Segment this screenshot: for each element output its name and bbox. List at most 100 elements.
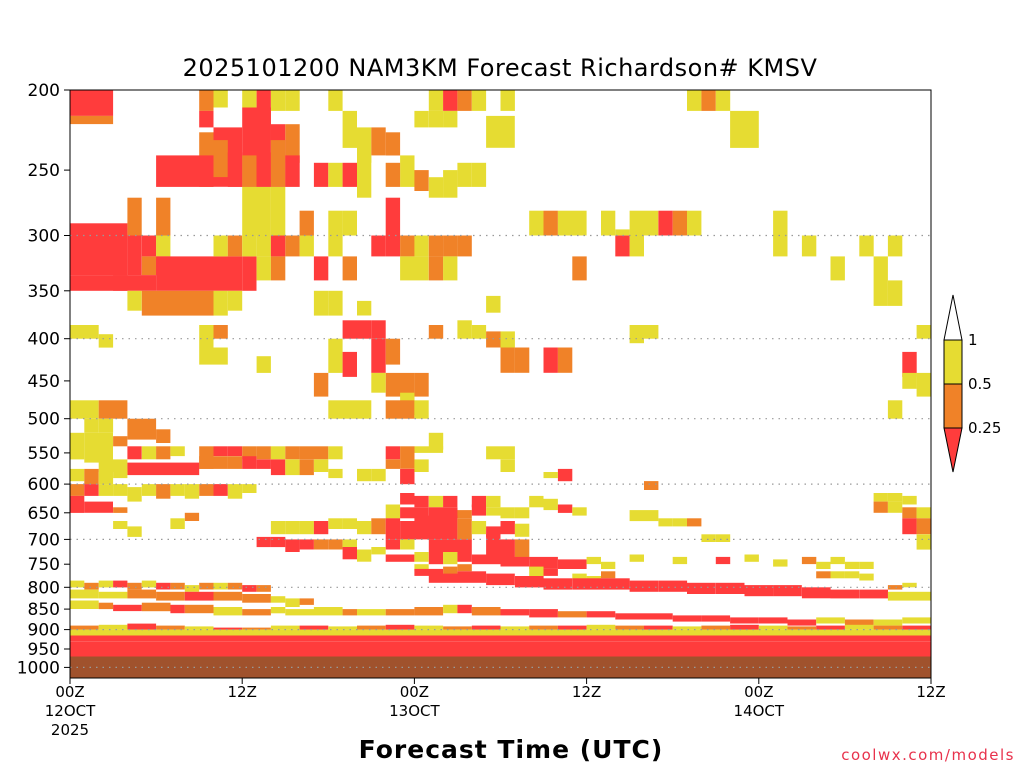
heatmap-cell [98,418,114,433]
heatmap-cell [715,534,731,542]
heatmap-cell [514,539,530,560]
heatmap-cell [773,559,788,567]
heatmap-cell [385,235,401,257]
heatmap-cell [84,432,113,463]
heatmap-cell [156,197,171,236]
heatmap-cell [299,235,314,257]
heatmap-cell [270,596,286,603]
heatmap-cell [715,556,731,565]
heatmap-cell [414,235,429,257]
heatmap-cell [184,585,200,592]
heatmap-cell [443,110,458,128]
heatmap-cell [328,290,343,316]
heatmap-cell [443,495,458,508]
heatmap-cell [644,481,659,490]
heatmap-cell [199,456,228,469]
y-tick-label: 900 [28,621,60,641]
heatmap-cell [414,495,429,508]
heatmap-cell [471,607,501,616]
heatmap-cell [98,459,128,472]
heatmap-cell [887,280,903,306]
heatmap-cell [127,623,157,630]
heatmap-cell [830,556,845,565]
heatmap-cell [615,235,630,257]
heatmap-cell [299,598,314,605]
heatmap-cell [127,235,142,276]
heatmap-cell [873,501,888,513]
heatmap-cell [213,235,228,257]
heatmap-cell [830,571,845,579]
heatmap-cell [500,446,515,460]
heatmap-cell [601,571,616,579]
heatmap-cell [184,604,214,614]
heatmap-cell [830,256,845,281]
heatmap-cell [299,459,314,476]
heatmap-cell [113,507,128,513]
heatmap-cell [70,580,85,588]
heatmap-cell [98,400,128,419]
heatmap-cell [342,547,357,560]
x-axis-label: Forecast Time (UTC) [359,735,664,764]
heatmap-cell [414,564,429,572]
heatmap-cell [514,576,544,588]
y-tick-label: 550 [28,444,60,464]
heatmap-cell [500,507,515,519]
heatmap-cell [313,290,329,316]
heatmap-cell [270,625,300,630]
heatmap-cell [414,607,444,616]
heatmap-cell [270,186,286,236]
heatmap-cell [773,585,802,597]
heatmap-cell [500,347,515,373]
heatmap-cell [127,418,157,440]
heatmap-cell [213,347,228,365]
heatmap-cell [414,459,429,472]
heatmap-cell [242,90,257,108]
x-tick-label: 2025 [51,721,89,739]
heatmap-cell [859,561,874,569]
heatmap-cell [428,573,458,583]
heatmap-cell [70,629,931,636]
heatmap-cell [256,446,271,460]
heatmap-cell [357,155,372,198]
heatmap-cell [543,210,558,236]
heatmap-cell [859,589,888,599]
heatmap-cell [557,611,587,618]
heatmap-cell [242,155,257,187]
heatmap-cell [70,641,931,657]
heatmap-cell [457,162,472,187]
heatmap-cell [414,256,429,281]
heatmap-cell [357,320,372,339]
heatmap-cell [615,613,644,620]
heatmap-cell [586,556,601,565]
heatmap-cell [572,578,601,590]
heatmap-cell [156,591,185,601]
heatmap-cell [887,501,903,513]
heatmap-cell [270,446,286,460]
heatmap-cell [887,493,903,502]
heatmap-cell [385,446,401,460]
heatmap-cell [313,539,329,550]
y-tick-label: 700 [28,530,60,550]
source-credit: coolwx.com/models [841,746,1015,764]
y-tick-label: 300 [28,227,60,247]
heatmap-cell [70,589,99,599]
heatmap-cell [529,495,544,508]
heatmap-cell [285,90,300,111]
heatmap-cell [371,547,386,555]
heatmap-cell [313,372,329,397]
heatmap-cell [357,521,372,535]
heatmap-cell [486,295,501,313]
heatmap-cell [801,587,831,599]
heatmap-cell [615,625,644,630]
heatmap-cell [629,235,644,257]
heatmap-cell [615,229,630,236]
heatmap-cell [357,300,372,316]
heatmap-cell [70,223,128,276]
heatmap-cell [84,582,99,590]
heatmap-cell [687,518,702,527]
y-tick-label: 650 [28,504,60,524]
heatmap-cell [170,582,185,590]
heatmap-cell [644,325,659,339]
heatmap-cell [70,495,85,513]
heatmap-cell [127,582,142,590]
